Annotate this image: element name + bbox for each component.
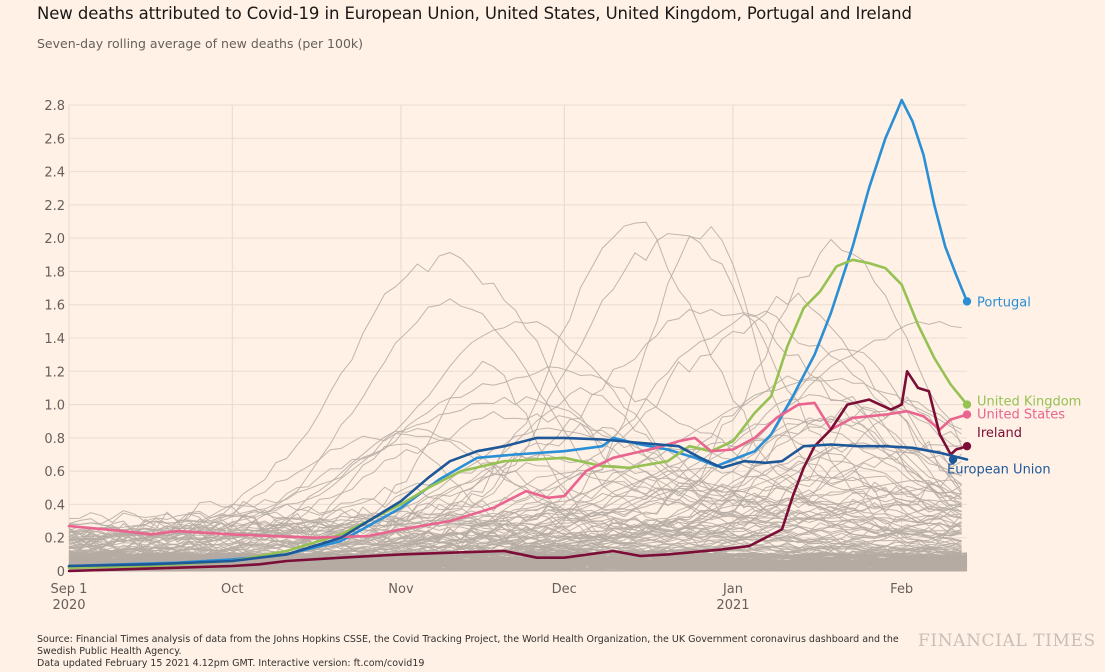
chart-title: New deaths attributed to Covid-19 in Eur… — [37, 4, 912, 23]
background-country-line — [68, 555, 968, 571]
background-country-line — [68, 238, 963, 533]
background-country-line — [68, 451, 962, 560]
y-tick-label: 0.2 — [44, 532, 65, 547]
y-tick-label: 0.4 — [44, 498, 65, 513]
chart-subtitle: Seven-day rolling average of new deaths … — [37, 36, 364, 51]
series-end-marker-portugal — [962, 297, 972, 306]
background-country-line — [68, 561, 967, 572]
background-country-line — [68, 505, 962, 562]
series-line-ireland — [67, 369, 969, 573]
y-tick-label: 1.4 — [44, 332, 65, 347]
y-tick-label: 2.2 — [44, 199, 65, 214]
background-country-line — [68, 442, 962, 546]
background-country-line — [68, 486, 962, 554]
y-tick-label: 2.6 — [44, 132, 65, 147]
x-tick-sublabel: 2021 — [716, 598, 749, 613]
y-tick-label: 1.8 — [44, 265, 65, 280]
source-line-2: Swedish Public Health Agency. — [37, 646, 182, 657]
y-axis: 0 0.2 0.4 0.6 0.8 1.0 1.2 1.4 1.6 1.8 2.0 2.2 2.4 2.6… — [44, 99, 65, 580]
y-tick-label: 0.8 — [44, 432, 65, 447]
background-country-line — [68, 448, 962, 541]
source-line-3: Data updated February 15 2021 4.12pm GMT… — [37, 658, 425, 669]
y-tick-label: 2.4 — [44, 166, 65, 181]
x-tick-label: Jan — [722, 582, 743, 597]
background-country-line — [68, 560, 967, 572]
source-note: Source: Financial Times analysis of data… — [37, 634, 917, 670]
x-tick-sublabel: 2020 — [52, 598, 85, 613]
y-tick-label: 1.2 — [44, 365, 65, 380]
series-line-european-union — [67, 436, 969, 568]
background-country-line — [68, 310, 962, 536]
series-label-united-states: United States — [977, 408, 1065, 423]
x-tick-label: Sep 1 — [51, 582, 88, 597]
financial-times-logo: FINANCIAL TIMES — [918, 631, 1096, 651]
highlighted-series — [67, 98, 969, 573]
series-label-ireland: Ireland — [977, 426, 1022, 441]
y-tick-label: 0 — [57, 565, 65, 580]
x-tick-label: Feb — [890, 582, 913, 597]
series-line-united-kingdom — [67, 258, 969, 570]
series-label-european-union: European Union — [947, 462, 1051, 477]
y-tick-label: 2.0 — [44, 232, 65, 247]
series-end-marker-united-states — [962, 410, 972, 419]
y-tick-label: 0.6 — [44, 465, 65, 480]
background-country-line — [68, 320, 962, 542]
series-label-united-kingdom: United Kingdom — [977, 395, 1081, 410]
series-label-portugal: Portugal — [977, 295, 1031, 310]
background-country-line — [68, 366, 962, 524]
background-country-line — [68, 225, 963, 525]
y-tick-label: 1.0 — [44, 399, 65, 414]
series-end-marker-european-union — [948, 455, 958, 464]
series-line-portugal — [67, 98, 969, 568]
x-tick-label: Oct — [221, 582, 243, 597]
source-line-1: Source: Financial Times analysis of data… — [37, 634, 899, 645]
x-tick-label: Nov — [388, 582, 414, 597]
series-end-marker-ireland — [962, 441, 972, 451]
background-country-line — [68, 432, 962, 554]
gridlines — [68, 104, 967, 572]
x-tick-label: Dec — [552, 582, 577, 597]
background-country-line — [68, 427, 962, 541]
y-tick-label: 2.8 — [44, 99, 65, 114]
series-end-marker-united-kingdom — [962, 400, 972, 409]
y-tick-label: 1.6 — [44, 299, 65, 314]
